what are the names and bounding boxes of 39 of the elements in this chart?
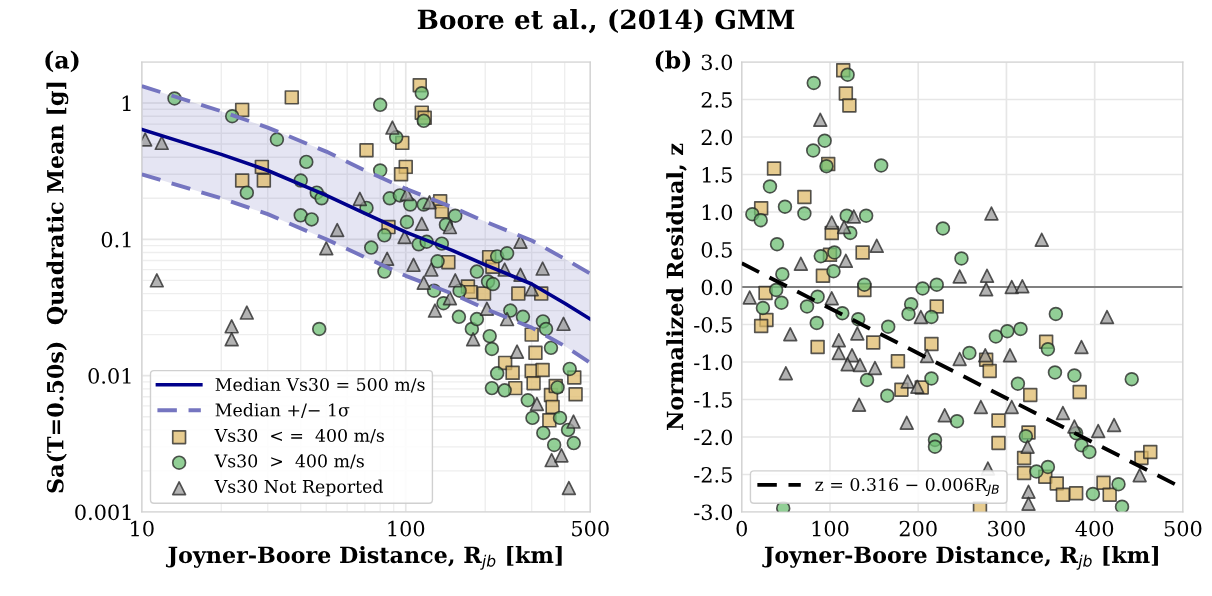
x-tick-label: 0 <box>736 520 747 537</box>
x-tick-label: 500 <box>1164 520 1202 537</box>
y-axis-title: Sa(T=0.50s) Quadratic Mean [g] <box>46 82 69 493</box>
y-tick-label: 2.5 <box>701 91 732 108</box>
y-tick-label: 2.0 <box>701 129 733 146</box>
y-tick-label: 1.0 <box>702 204 733 221</box>
legend-label: Vs30 < = 400 m/s <box>214 428 384 444</box>
y-tick-label: 1.5 <box>702 166 732 183</box>
y-tick-label: 1 <box>122 95 131 111</box>
legend-label: Vs30 > 400 m/s <box>214 454 364 469</box>
x-tick-label: 200 <box>899 520 937 537</box>
y-tick-label: 0.1 <box>101 231 131 248</box>
y-axis-title: Normalized Residual, z <box>666 143 687 430</box>
legend-label: Vs30 Not Reported <box>214 479 383 497</box>
x-tick-label: 500 <box>572 520 609 537</box>
x-tick-label: 400 <box>1075 520 1114 537</box>
text: (a) <box>45 50 79 73</box>
x-axis-title: Joyner-Boore Distance, R$_{jb}$ [km] <box>165 546 562 570</box>
y-tick-label: -1.5 <box>694 391 732 408</box>
text: (b) <box>655 50 691 73</box>
y-tick-label: 0.001 <box>75 504 131 521</box>
y-tick-label: 0.5 <box>701 241 732 258</box>
x-tick-label: 100 <box>812 520 849 537</box>
y-tick-label: -2.5 <box>694 466 732 483</box>
x-tick-label: 10 <box>131 520 154 537</box>
x-axis-title: Joyner-Boore Distance, R$_{jb}$ [km] <box>762 546 1158 570</box>
y-tick-label: -2.0 <box>694 429 733 446</box>
x-tick-label: 100 <box>388 520 425 537</box>
x-tick-label: 300 <box>988 520 1025 537</box>
legend-label: Median +/− 1σ <box>215 403 350 418</box>
y-tick-label: -3.0 <box>694 504 733 521</box>
legend-label: Median Vs30 = 500 m/s <box>215 377 425 393</box>
y-tick-label: -0.5 <box>694 316 732 333</box>
y-tick-label: -1.0 <box>694 354 733 371</box>
y-tick-label: 0.0 <box>701 279 733 296</box>
chart-title: Boore et al., (2014) GMM <box>417 8 795 34</box>
legend-label: z = 0.316 − 0.006R$_{JB}$ <box>815 477 999 497</box>
y-tick-label: 3.0 <box>701 54 733 71</box>
y-tick-label: 0.01 <box>88 368 131 384</box>
